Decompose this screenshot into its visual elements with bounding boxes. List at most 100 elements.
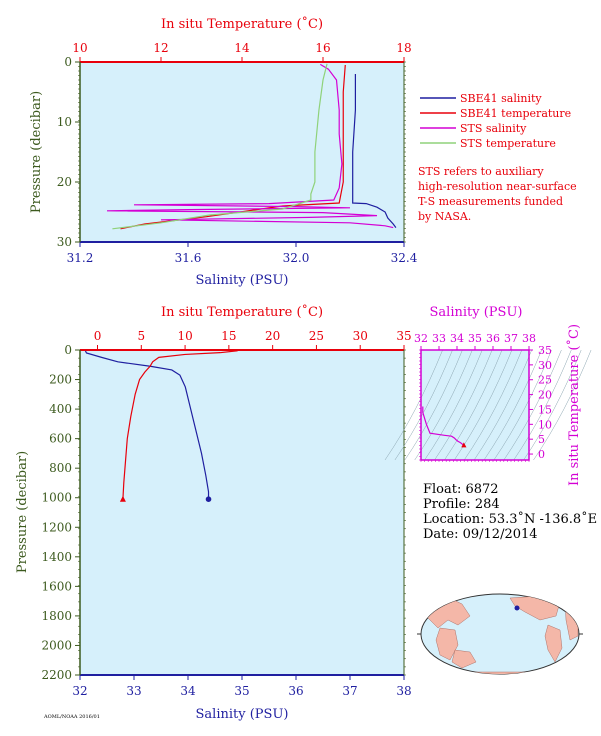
map-antarctica bbox=[429, 671, 571, 674]
bottom-x-tick-label: 38 bbox=[396, 684, 411, 698]
bottom-series-sbe41-temperature bbox=[122, 350, 238, 500]
bottom-y-tick-label: 1800 bbox=[41, 609, 72, 623]
top-x-tick-label: 31.6 bbox=[175, 251, 202, 265]
ts-chart-series bbox=[422, 406, 467, 448]
top-x2-tick-label: 12 bbox=[153, 41, 168, 55]
location: Location: 53.3˚N -136.8˚E bbox=[423, 511, 597, 527]
bottom-x2-tick-label: 5 bbox=[137, 329, 145, 343]
legend-note-line-2: high-resolution near-surface bbox=[418, 180, 577, 193]
ts-density-contours bbox=[384, 349, 592, 461]
ts-y-tick-label: 15 bbox=[538, 403, 552, 416]
top-series-sbe41-temperature bbox=[120, 64, 346, 230]
ts-density-contour bbox=[434, 349, 493, 461]
map-australia bbox=[451, 649, 477, 669]
bottom-x2-tick-label: 15 bbox=[221, 329, 236, 343]
float-number: Float: 6872 bbox=[423, 482, 499, 497]
bottom-y-tick-label: 800 bbox=[49, 461, 72, 475]
ts-density-contour bbox=[483, 349, 542, 461]
top-salinity-axis-title: Salinity (PSU) bbox=[196, 273, 289, 288]
ts-x-tick-label: 37 bbox=[504, 332, 518, 345]
map-asia-south bbox=[435, 627, 459, 661]
top-y-tick-label: 30 bbox=[57, 235, 72, 249]
bottom-y-tick-label: 1600 bbox=[41, 579, 72, 593]
ts-x-tick-label: 38 bbox=[522, 332, 536, 345]
top-pressure-axis-title: Pressure (decibar) bbox=[29, 91, 44, 213]
legend-note-line-4: by NASA. bbox=[418, 210, 471, 223]
top-chart-series bbox=[106, 63, 397, 230]
top-y-tick-label: 10 bbox=[57, 115, 72, 129]
bottom-chart-ticks: 32 33 34 35 36 37 38 0 5 10 15 20 25 30 35 0 200 400 600 80… bbox=[41, 329, 411, 698]
ts-temperature-axis-title: In situ Temperature (˚C) bbox=[566, 324, 582, 486]
top-series-sts-salinity bbox=[106, 63, 394, 229]
top-series-sts-temperature bbox=[112, 63, 328, 230]
top-x2-tick-label: 18 bbox=[396, 41, 411, 55]
bottom-salinity-axis-title: Salinity (PSU) bbox=[196, 707, 289, 722]
bottom-temperature-axis-title: In situ Temperature (˚C) bbox=[161, 304, 323, 320]
top-x2-tick-label: 10 bbox=[72, 41, 87, 55]
top-x-tick-label: 32.4 bbox=[391, 251, 418, 265]
bottom-y-tick-label: 400 bbox=[49, 402, 72, 416]
top-temperature-axis-title: In situ Temperature (˚C) bbox=[161, 16, 323, 32]
bottom-x2-tick-label: 35 bbox=[396, 329, 411, 343]
ts-density-contour bbox=[454, 349, 513, 461]
bottom-y-tick-label: 1400 bbox=[41, 550, 72, 564]
ts-density-contour bbox=[473, 349, 532, 461]
ts-density-contour bbox=[503, 349, 562, 461]
bottom-y-tick-label: 600 bbox=[49, 432, 72, 446]
bottom-x-tick-label: 35 bbox=[234, 684, 249, 698]
ts-density-contour bbox=[444, 349, 503, 461]
bottom-x-tick-label: 36 bbox=[288, 684, 303, 698]
ts-density-contour bbox=[523, 349, 582, 461]
ts-x-tick-label: 36 bbox=[486, 332, 500, 345]
ts-y-tick-label: 5 bbox=[538, 433, 545, 446]
ts-series-end-marker bbox=[461, 442, 467, 448]
legend-label-sts-salinity: STS salinity bbox=[460, 122, 527, 135]
bottom-x-tick-label: 32 bbox=[72, 684, 87, 698]
bottom-x2-tick-label: 0 bbox=[94, 329, 102, 343]
bottom-x-tick-label: 37 bbox=[342, 684, 357, 698]
map-float-location-marker bbox=[514, 605, 520, 611]
ts-y-tick-label: 35 bbox=[538, 344, 552, 357]
bottom-y-tick-label: 2200 bbox=[41, 668, 72, 682]
ts-x-tick-label: 33 bbox=[432, 332, 446, 345]
ts-frame bbox=[420, 349, 530, 461]
ts-density-contour bbox=[404, 349, 463, 461]
ts-y-tick-label: 10 bbox=[538, 418, 552, 431]
bottom-y-tick-label: 1000 bbox=[41, 491, 72, 505]
top-x-tick-label: 32.0 bbox=[283, 251, 310, 265]
legend-label-sts-temperature: STS temperature bbox=[460, 137, 556, 150]
ts-density-contour bbox=[384, 349, 443, 461]
bottom-y-tick-label: 1200 bbox=[41, 520, 72, 534]
legend-note-line-3: T-S measurements funded bbox=[418, 195, 563, 208]
bottom-y-tick-label: 2000 bbox=[41, 638, 72, 652]
ts-x-tick-label: 34 bbox=[450, 332, 464, 345]
bottom-pressure-axis-title: Pressure (decibar) bbox=[15, 451, 30, 573]
world-map bbox=[417, 593, 583, 675]
bottom-x2-tick-label: 30 bbox=[353, 329, 368, 343]
float-info: Float: 6872 Profile: 284 Location: 53.3˚… bbox=[423, 482, 597, 542]
ts-y-tick-label: 0 bbox=[538, 448, 545, 461]
legend-label-sbe41-salinity: SBE41 salinity bbox=[460, 92, 542, 105]
ts-salinity-axis-title: Salinity (PSU) bbox=[430, 305, 523, 320]
bottom-series-end-marker bbox=[205, 496, 212, 503]
top-x-tick-label: 31.2 bbox=[67, 251, 94, 265]
footer-code: AOML/NOAA 2016/01 bbox=[43, 714, 100, 720]
bottom-y-tick-label: 0 bbox=[64, 343, 72, 357]
bottom-chart-series bbox=[84, 350, 238, 503]
bottom-chart: 32 33 34 35 36 37 38 0 5 10 15 20 25 30 35 0 200 400 600 80… bbox=[15, 304, 412, 722]
ts-series-line bbox=[422, 406, 465, 446]
ts-y-tick-label: 30 bbox=[538, 359, 552, 372]
date: Date: 09/12/2014 bbox=[423, 527, 538, 542]
legend-note-line-1: STS refers to auxiliary bbox=[418, 165, 544, 178]
ts-density-contour bbox=[463, 349, 523, 461]
top-x2-tick-label: 14 bbox=[234, 41, 250, 55]
bottom-x-tick-label: 33 bbox=[126, 684, 141, 698]
legend-label-sbe41-temperature: SBE41 temperature bbox=[460, 107, 571, 120]
ts-density-contour bbox=[533, 349, 592, 461]
ts-y-tick-label: 20 bbox=[538, 389, 552, 402]
bottom-series-sbe41-salinity bbox=[84, 350, 210, 500]
